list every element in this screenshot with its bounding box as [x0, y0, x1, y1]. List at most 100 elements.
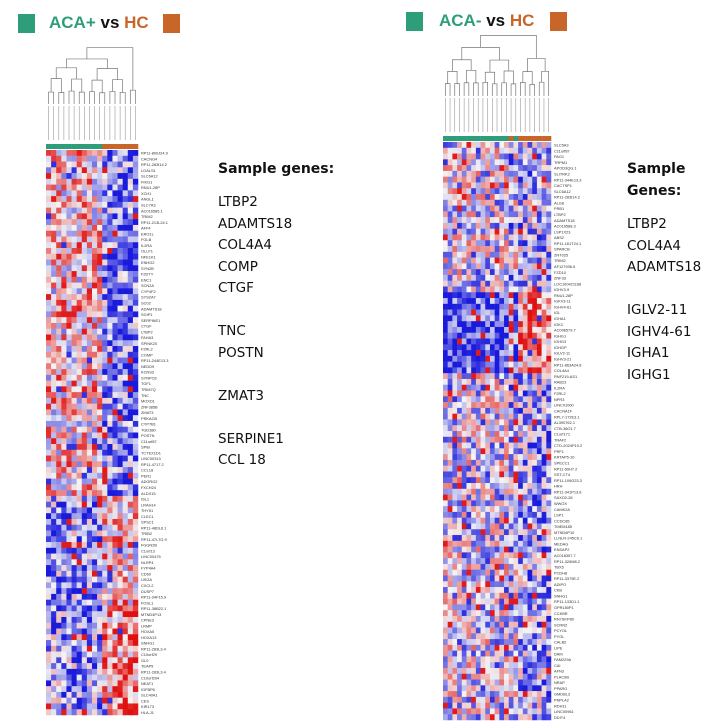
heatmap-cell [443, 488, 448, 495]
heatmap-cell [480, 569, 486, 576]
heatmap-cell [485, 610, 491, 617]
heatmap-cell [102, 253, 108, 260]
heatmap-cell [102, 351, 108, 358]
heatmap-cell [489, 662, 495, 669]
heatmap-cell [489, 656, 495, 663]
heatmap-cell [56, 150, 62, 157]
heatmap-cell [76, 236, 83, 243]
heatmap-cell [513, 500, 519, 507]
row-label: LTBP2 [554, 212, 566, 217]
heatmap-cell [494, 367, 500, 374]
heatmap-cell [76, 588, 83, 595]
heatmap-cell [46, 518, 52, 525]
heatmap-cell [508, 194, 514, 201]
heatmap-cell [513, 199, 519, 206]
heatmap-cell [480, 407, 486, 414]
heatmap-cell [466, 546, 472, 553]
heatmap-cell [518, 581, 524, 588]
heatmap-cell [499, 465, 505, 472]
heatmap-cell [71, 634, 77, 641]
heatmap-cell [504, 644, 509, 651]
heatmap-cell [541, 517, 547, 524]
dendrogram-branch [99, 92, 106, 104]
heatmap-cell [536, 708, 542, 715]
heatmap-cell [92, 449, 98, 456]
heatmap-cell [546, 240, 552, 247]
heatmap-cell [541, 199, 547, 206]
heatmap-cell [532, 615, 538, 622]
heatmap-cell [102, 501, 108, 508]
heatmap-cell [457, 228, 463, 235]
heatmap-cell [532, 552, 538, 559]
heatmap-cell [522, 506, 528, 513]
heatmap-cell [522, 598, 528, 605]
heatmap-cell [508, 332, 514, 339]
row-label: RP11-161T24.1 [554, 241, 581, 246]
heatmap-cell [102, 663, 108, 670]
heatmap-cell [56, 213, 62, 220]
heatmap-cell [447, 240, 453, 247]
heatmap-cell [508, 621, 514, 628]
heatmap-cell [466, 170, 472, 177]
heatmap-cell [132, 196, 139, 203]
heatmap-cell [127, 611, 134, 618]
heatmap-cell [466, 407, 472, 414]
heatmap-cell [461, 176, 467, 183]
heatmap-cell [504, 240, 509, 247]
heatmap-cell [546, 153, 552, 160]
heatmap-cell [541, 627, 547, 634]
heatmap-cell [522, 627, 528, 634]
heatmap-cell [86, 173, 93, 180]
heatmap-cell [56, 444, 62, 451]
heatmap-cell [107, 340, 113, 347]
dendrogram-branch [484, 71, 496, 84]
heatmap-cell [117, 248, 123, 255]
heatmap-cell [86, 351, 93, 358]
heatmap-cell [546, 274, 552, 281]
heatmap-cell [475, 361, 481, 368]
heatmap-cell [494, 309, 500, 316]
heatmap-cell [122, 444, 129, 451]
heatmap-cell [86, 346, 93, 353]
heatmap-cell [475, 378, 481, 386]
heatmap-cell [102, 346, 108, 353]
heatmap-cell [92, 490, 98, 497]
heatmap-cell [112, 282, 118, 289]
heatmap-cell [504, 563, 509, 570]
heatmap-cell [81, 651, 88, 658]
heatmap-cell [541, 396, 547, 403]
heatmap-cell [447, 702, 453, 709]
heatmap-cell [61, 524, 67, 531]
heatmap-cell [61, 340, 67, 347]
heatmap-cell [86, 403, 93, 410]
heatmap-cell [527, 378, 533, 386]
heatmap-cell [504, 598, 509, 605]
heatmap-cell [66, 524, 72, 531]
heatmap-cell [81, 155, 88, 162]
heatmap-cell [51, 640, 57, 647]
heatmap-cell [443, 627, 448, 634]
heatmap-cell [122, 265, 129, 272]
heatmap-cell [466, 315, 472, 322]
left-gene: CCL 18 [218, 452, 266, 468]
heatmap-cell [546, 442, 552, 449]
row-label: ALDX15 [141, 491, 156, 496]
heatmap-cell [92, 576, 98, 583]
heatmap-cell [71, 697, 77, 704]
heatmap-cell [541, 274, 547, 281]
heatmap-cell [480, 153, 486, 160]
heatmap-cell [443, 228, 448, 235]
heatmap-cell [66, 513, 72, 520]
heatmap-cell [61, 501, 67, 508]
heatmap-cell [480, 240, 486, 247]
heatmap-cell [485, 454, 491, 461]
heatmap-cell [499, 540, 505, 547]
heatmap-cell [92, 495, 98, 502]
heatmap-cell [504, 147, 509, 154]
heatmap-cell [494, 667, 500, 675]
heatmap-cell [443, 477, 448, 484]
heatmap-cell [485, 199, 491, 206]
heatmap-cell [499, 390, 505, 397]
row-label: IL2RA [554, 385, 565, 390]
heatmap-cell [536, 373, 542, 380]
